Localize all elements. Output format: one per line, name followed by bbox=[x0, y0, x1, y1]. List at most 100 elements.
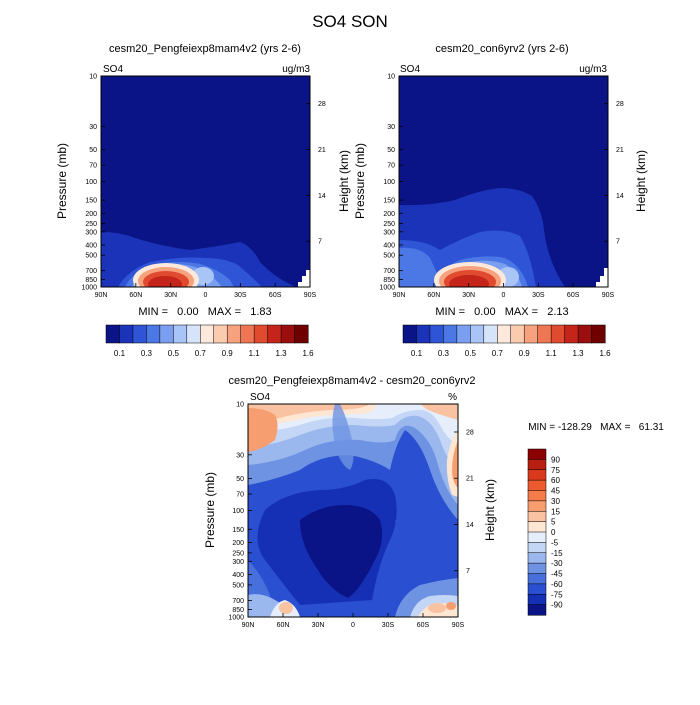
y-tick-label: 850 bbox=[85, 277, 97, 284]
colorbar-swatch bbox=[527, 573, 547, 585]
colorbar-label: 1.3 bbox=[276, 349, 288, 358]
panel-1-x-axis: 90N 60N 30N 0 30S 60S 90S bbox=[95, 283, 317, 299]
colorbar-label: -60 bbox=[551, 580, 563, 589]
colorbar-swatch bbox=[280, 324, 296, 344]
panel-2-contour-3 bbox=[399, 247, 444, 287]
colorbar-swatch bbox=[200, 324, 215, 344]
panel-2-contour-10 bbox=[449, 275, 489, 287]
colorbar-swatch bbox=[159, 324, 174, 344]
y-tick-label: 150 bbox=[232, 527, 244, 534]
y-tick-label: 30 bbox=[387, 124, 395, 131]
panel-3-contour-v bbox=[446, 602, 456, 610]
colorbar-label: 30 bbox=[551, 497, 560, 506]
x-tick-label: 0 bbox=[204, 292, 208, 299]
colorbar-label: 1.1 bbox=[249, 349, 261, 358]
panel-3-title: cesm20_Pengfeiexp8mam4v2 - cesm20_con6yr… bbox=[228, 375, 475, 387]
colorbar-label: 75 bbox=[551, 466, 560, 475]
panel-1-units: ug/m3 bbox=[282, 64, 310, 75]
y-tick-label: 250 bbox=[383, 221, 395, 228]
y-tick-label: 100 bbox=[232, 508, 244, 515]
y-tick-label: 1000 bbox=[81, 285, 97, 292]
colorbar-label: 45 bbox=[551, 487, 560, 496]
panel-1-surface-mask bbox=[298, 270, 310, 287]
colorbar-swatch bbox=[523, 324, 539, 344]
y-tick-label: 700 bbox=[383, 268, 395, 275]
colorbar-swatch bbox=[402, 324, 418, 344]
y-right-tick-label: 7 bbox=[616, 239, 620, 246]
panel-3-ylabel-right: Height (km) bbox=[483, 479, 497, 541]
panel-1: cesm20_Pengfeiexp8mam4v2 (yrs 2-6) SO4 u… bbox=[55, 43, 351, 358]
colorbar-label: 0.5 bbox=[465, 349, 477, 358]
colorbar-swatch bbox=[456, 324, 471, 344]
colorbar-swatch bbox=[577, 324, 593, 344]
panel-2: cesm20_con6yrv2 (yrs 2-6) SO4 ug/m3 10 30… bbox=[353, 43, 648, 358]
colorbar-label: -75 bbox=[551, 590, 563, 599]
y-tick-label: 30 bbox=[89, 124, 97, 131]
colorbar-label: 0.3 bbox=[438, 349, 450, 358]
panel-1-stats: MIN = 0.00 MAX = 1.83 bbox=[138, 306, 271, 318]
colorbar-label: 1.6 bbox=[302, 349, 314, 358]
x-tick-label: 30S bbox=[382, 622, 395, 629]
x-tick-label: 30N bbox=[462, 292, 475, 299]
colorbar-label: 15 bbox=[551, 507, 560, 516]
colorbar-swatch bbox=[527, 604, 547, 616]
colorbar-swatch bbox=[253, 324, 269, 344]
panel-3-contour-i bbox=[452, 440, 458, 488]
panel-1-ylabel: Pressure (mb) bbox=[55, 143, 69, 219]
colorbar-swatch bbox=[173, 324, 188, 344]
y-right-tick-label: 14 bbox=[616, 193, 624, 200]
y-tick-label: 50 bbox=[236, 476, 244, 483]
panel-3-contour-j bbox=[420, 404, 458, 420]
y-tick-label: 500 bbox=[85, 253, 97, 260]
y-tick-label: 200 bbox=[85, 211, 97, 218]
colorbar-label: 0.9 bbox=[519, 349, 531, 358]
colorbar-swatch bbox=[527, 531, 547, 543]
colorbar-swatch bbox=[527, 448, 547, 460]
y-tick-label: 10 bbox=[387, 74, 395, 81]
y-tick-label: 100 bbox=[85, 179, 97, 186]
colorbar-swatch bbox=[527, 500, 547, 512]
panel-3-stats: MIN = -128.29 MAX = 61.31 bbox=[528, 422, 664, 433]
colorbar-swatch bbox=[483, 324, 498, 344]
y-tick-label: 30 bbox=[236, 452, 244, 459]
colorbar-swatch bbox=[591, 324, 606, 344]
panel-2-y-axis-right: 28 21 14 7 bbox=[604, 101, 624, 246]
panel-3-left-label: SO4 bbox=[250, 392, 270, 403]
y-tick-label: 70 bbox=[89, 163, 97, 170]
y-tick-label: 70 bbox=[387, 163, 395, 170]
colorbar-swatch bbox=[527, 562, 547, 575]
colorbar-label: 0 bbox=[551, 528, 556, 537]
x-tick-label: 90N bbox=[393, 292, 406, 299]
colorbar-swatch bbox=[550, 324, 566, 344]
colorbar-label: -45 bbox=[551, 570, 563, 579]
colorbar-swatch bbox=[527, 511, 547, 523]
x-tick-label: 90N bbox=[95, 292, 108, 299]
colorbar-swatch bbox=[537, 324, 552, 344]
colorbar-swatch bbox=[105, 324, 121, 344]
y-tick-label: 10 bbox=[89, 74, 97, 81]
x-tick-label: 90S bbox=[452, 622, 465, 629]
colorbar-swatch bbox=[527, 542, 547, 554]
panel-1-field bbox=[101, 76, 310, 287]
colorbar-swatch bbox=[527, 490, 547, 502]
colorbar-label: -30 bbox=[551, 559, 563, 568]
panel-3-x-axis: 90N 60N 30N 0 30S 60S 90S bbox=[242, 613, 465, 629]
colorbar-swatch bbox=[527, 594, 547, 606]
colorbar-label: 0.1 bbox=[114, 349, 126, 358]
colorbar-swatch bbox=[497, 324, 512, 344]
y-tick-label: 500 bbox=[232, 582, 244, 589]
y-tick-label: 500 bbox=[383, 253, 395, 260]
colorbar-swatch bbox=[527, 459, 547, 471]
colorbar-swatch bbox=[527, 521, 547, 533]
colorbar-label: 0.5 bbox=[168, 349, 180, 358]
panel-1-title: cesm20_Pengfeiexp8mam4v2 (yrs 2-6) bbox=[109, 43, 301, 55]
y-tick-label: 250 bbox=[85, 221, 97, 228]
y-right-tick-label: 28 bbox=[466, 429, 474, 436]
colorbar-swatch bbox=[186, 324, 201, 344]
colorbar-swatch bbox=[416, 324, 431, 344]
y-tick-label: 50 bbox=[387, 147, 395, 154]
x-tick-label: 30S bbox=[234, 292, 247, 299]
